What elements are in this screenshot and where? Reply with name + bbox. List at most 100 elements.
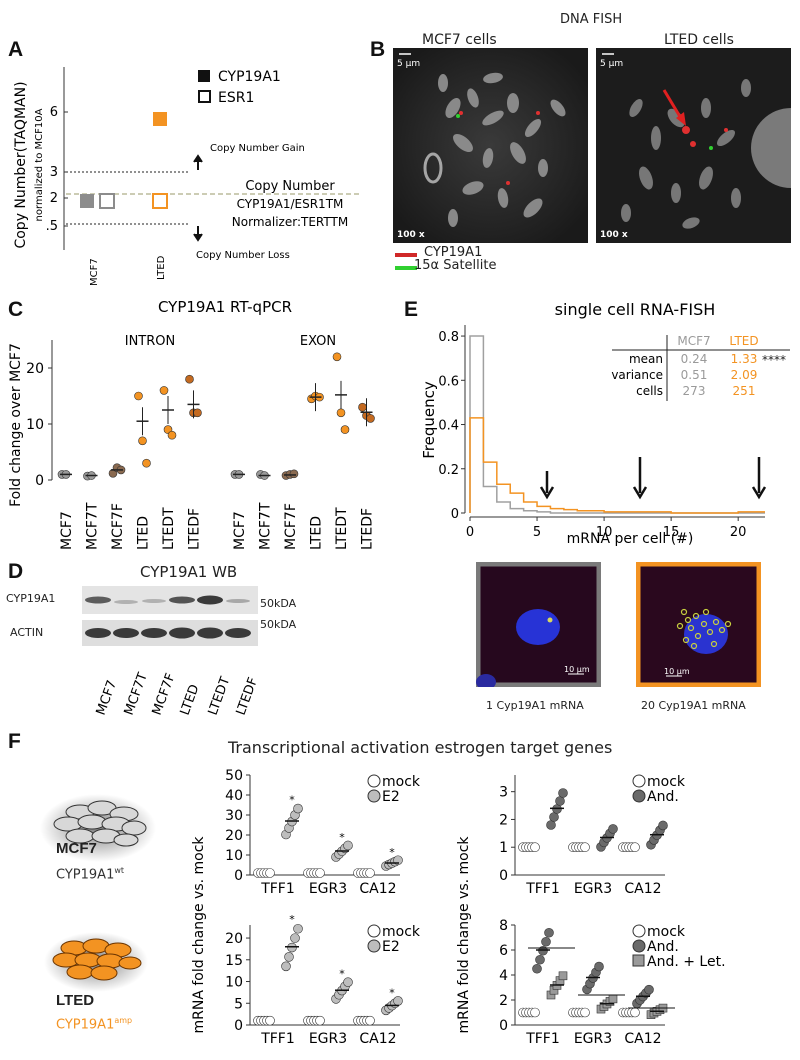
gain-label: Copy Number Gain <box>210 143 305 154</box>
panel-f-point <box>549 812 559 822</box>
panel-f-legend-label: E2 <box>382 789 400 805</box>
panel-f-legend-label: mock <box>382 924 421 940</box>
panel-f-point <box>541 936 551 947</box>
panel-a-tick-3: 3 <box>50 165 58 180</box>
panel-f-ytick: 8 <box>499 918 508 934</box>
wb-lane-lted: LTED <box>178 683 203 718</box>
lted-histogram-line <box>469 417 765 514</box>
table-row-mean-lted: 1.33 <box>731 352 758 366</box>
panel-f-point <box>608 994 618 1004</box>
panel-f-point <box>580 1007 590 1018</box>
panel-f-ylabel-left: mRNA fold change vs. mock <box>191 836 207 1034</box>
panel-f-ytick: 15 <box>225 953 243 969</box>
panel-f-legend-marker <box>367 939 381 953</box>
lted-cells-illustration <box>44 932 148 992</box>
panel-e-xtick: 20 <box>730 525 747 540</box>
loss-label: Copy Number Loss <box>196 250 290 261</box>
panel-f-point <box>293 803 303 814</box>
legend-satellite: 15α Satellite <box>414 258 497 273</box>
panel-f-ytick: 20 <box>225 931 243 947</box>
rnafish-scale-left: 10 µm <box>564 665 590 674</box>
panel-c-point <box>138 436 147 446</box>
panel-f-ytick: 40 <box>225 788 243 804</box>
panel-f-legend-marker <box>632 789 646 803</box>
panel-f-legend-marker <box>632 924 646 938</box>
panel-f-ytick: 6 <box>499 943 508 959</box>
panel-letter-c: C <box>8 298 24 321</box>
panel-f-gene-label: TFF1 <box>525 1031 560 1047</box>
panel-f-point <box>544 927 554 938</box>
panel-f-point <box>558 971 568 981</box>
panel-e-ytick: 0.2 <box>438 463 459 478</box>
lted-label: LTED <box>56 992 95 1009</box>
panel-f-legend-label: And. <box>647 939 679 955</box>
arrow-down-icon <box>193 226 203 242</box>
rnafish-scale-right: 10 µm <box>664 667 690 676</box>
legend-cyp19a1: CYP19A1 <box>218 69 281 85</box>
panel-c-xtick: MCF7F <box>110 503 126 550</box>
panel-f-ytick: 4 <box>499 968 508 984</box>
panel-c-ylabel: Fold change over MCF7 <box>8 343 24 507</box>
panel-e-ytick: 0.8 <box>438 330 459 345</box>
wb-row-actin: ACTIN <box>10 626 44 639</box>
panel-f-point <box>281 961 291 972</box>
panel-f-point <box>530 842 540 853</box>
panel-c-point <box>366 414 375 423</box>
arrow-up-icon <box>193 154 203 170</box>
panel-d-title: CYP19A1 WB <box>140 563 238 581</box>
legend-filled-square <box>198 70 210 82</box>
panel-c-xtick: MCF7F <box>283 503 299 550</box>
panel-e-xtick: 10 <box>596 525 613 540</box>
wb-marker-2: 50kDA <box>260 618 297 631</box>
panel-c-xtick: LTEDF <box>187 508 203 550</box>
lted-cyp19a1-marker <box>153 112 167 126</box>
panel-a-tick-6: 6 <box>50 105 58 120</box>
wb-lane-labels: MCF7 MCF7T MCF7F LTED LTEDT LTEDF <box>94 671 261 718</box>
panel-f-legend-label: mock <box>382 774 421 790</box>
panel-c-point <box>134 391 143 401</box>
panel-a-chart: Copy Number(TAQMAN) normalized to MCF10A… <box>13 67 360 286</box>
panel-f-legend-label: And. <box>647 789 679 805</box>
arrow-12-icon <box>632 457 648 500</box>
panel-f-point <box>530 1007 540 1018</box>
table-row-mean-mcf7: 0.24 <box>681 352 708 366</box>
mcf7-cyp19a1-marker <box>80 194 94 208</box>
legend-green-swatch <box>395 266 417 270</box>
panel-f-sig: * <box>339 831 345 844</box>
panel-c-ytick: 0 <box>35 473 44 489</box>
panel-f-point <box>343 977 353 988</box>
panel-f-ytick: 0 <box>499 868 508 884</box>
wb-marker-1: 50kDA <box>260 597 297 610</box>
panel-f-point <box>290 933 300 943</box>
panel-c-exon: EXON <box>300 334 336 349</box>
mcf7-cells-illustration <box>40 794 156 862</box>
panel-c-chart: CYP19A1 RT-qPCR INTRON EXON Fold change … <box>8 298 376 550</box>
panel-f-ytick: 1 <box>499 840 508 856</box>
panel-c-xtick: LTEDT <box>161 507 177 550</box>
panel-f-gene-label: EGR3 <box>574 881 612 897</box>
wb-lane-ltedf: LTEDF <box>234 675 261 717</box>
panel-f-legend-marker <box>632 954 645 967</box>
rnafish-image-mcf7: 10 µm <box>476 562 601 687</box>
panel-letter-b: B <box>370 38 386 61</box>
panel-f-title: Transcriptional activation estrogen targ… <box>228 738 613 757</box>
fish-mag-right: 100 x <box>600 230 628 240</box>
panel-c-point <box>167 430 177 440</box>
panel-f-point <box>608 824 618 834</box>
legend-open-square <box>198 90 211 103</box>
table-row-var-lted: 2.09 <box>731 368 758 382</box>
panel-f-gene-label: EGR3 <box>574 1031 612 1047</box>
panel-c-xtick: LTEDT <box>334 507 350 550</box>
panel-f-point <box>365 1015 375 1026</box>
panel-a-ylabel: Copy Number(TAQMAN) <box>13 81 29 248</box>
mcf7-label: MCF7 <box>56 840 97 857</box>
rnafish-caption-left: 1 Cyp19A1 mRNA <box>486 699 584 712</box>
wb-lane-mcf7: MCF7 <box>94 678 120 717</box>
fish-image-mcf7: 5 µm 100 x <box>393 48 588 243</box>
lted-esr1-marker <box>152 193 168 209</box>
panel-e-xtick: 15 <box>663 525 680 540</box>
panel-f-gene-label: CA12 <box>624 1031 661 1047</box>
panel-f-point <box>580 842 590 853</box>
panel-b-left-title: MCF7 cells <box>422 32 497 48</box>
panel-f-point <box>558 788 568 798</box>
